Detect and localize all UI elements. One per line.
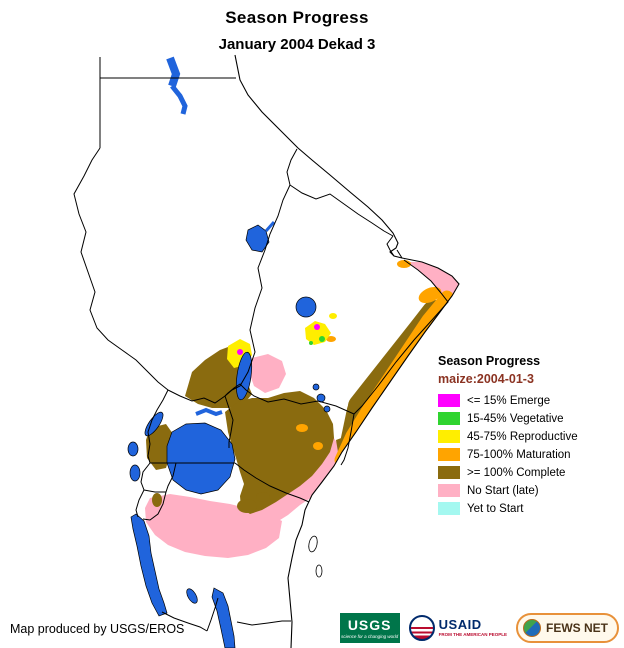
legend-item-label: 15-45% Vegetative <box>467 412 564 425</box>
border-sudan-ethiopia <box>231 184 291 391</box>
area-maturation-ethiopia <box>326 336 336 342</box>
lake-tanganyika <box>130 513 168 617</box>
rift-lake-3 <box>312 383 320 391</box>
legend-swatch-complete <box>438 466 460 479</box>
area-vegetative-ethiopia2 <box>309 341 313 345</box>
area-complete-tz1 <box>237 499 257 513</box>
legend-item-label: 75-100% Maturation <box>467 448 571 461</box>
border-rwanda-tanzania <box>165 462 177 493</box>
legend: Season Progress maize:2004-01-3 <= 15% E… <box>438 354 620 520</box>
area-reproductive-ethiopia2 <box>329 313 337 319</box>
lake-rukwa <box>186 588 198 604</box>
usgs-logo-text: USGS <box>347 616 392 633</box>
usgs-tagline: science for a changing world <box>341 633 399 639</box>
area-vegetative-ethiopia1 <box>319 336 325 342</box>
islands <box>308 535 323 578</box>
legend-item-label: 45-75% Reproductive <box>467 430 578 443</box>
area-complete-west-lake <box>146 424 173 470</box>
lake-malawi <box>211 587 236 648</box>
legend-title: Season Progress <box>438 354 541 368</box>
legend-item: No Start (late) <box>438 484 620 497</box>
usaid-seal-icon <box>408 615 435 641</box>
area-emerge-ethiopia <box>314 324 320 330</box>
border-djibouti-somalia <box>396 249 403 259</box>
area-complete-central-kenya <box>225 391 334 514</box>
legend-item: <= 15% Emerge <box>438 394 620 407</box>
area-complete-burundi <box>152 493 162 507</box>
globe-icon <box>523 619 541 637</box>
usaid-tagline: FROM THE AMERICAN PEOPLE <box>438 631 507 637</box>
border-kenya-ethiopia <box>224 383 355 415</box>
legend-item: >= 100% Complete <box>438 466 620 479</box>
border-sudan-eritrea <box>286 148 298 186</box>
border-eritrea-ethiopia <box>289 184 394 237</box>
island-pemba <box>308 535 318 553</box>
lake-kivu <box>129 464 141 482</box>
border-tanzania-mozambique <box>236 620 291 626</box>
border-ethiopia-somalia <box>353 259 449 415</box>
river-nile-upper <box>166 56 181 88</box>
border-uganda-drc <box>147 389 169 464</box>
legend-item: 75-100% Maturation <box>438 448 620 461</box>
map-credit: Map produced by USGS/EROS <box>10 622 185 636</box>
usaid-logo-text: USAID <box>438 617 482 633</box>
border-rwanda-burundi <box>143 489 166 493</box>
legend-item: 45-75% Reproductive <box>438 430 620 443</box>
legend-item-label: >= 100% Complete <box>467 466 566 479</box>
legend-swatch-nostart <box>438 484 460 497</box>
legend-item-label: Yet to Start <box>467 502 524 515</box>
border-kenya-somalia <box>340 413 355 466</box>
area-maturation-somali-coast <box>334 290 454 467</box>
area-nostart-sw-ethiopia <box>249 354 286 393</box>
legend-swatch-yettostart <box>438 502 460 515</box>
page-title: Season Progress <box>225 8 369 27</box>
river-nile-lower <box>170 84 188 115</box>
area-maturation-horn <box>418 286 442 304</box>
legend-swatch-reproductive <box>438 430 460 443</box>
lake-kyoga <box>195 407 223 417</box>
border-sudan-west <box>73 147 169 391</box>
lake-turkana <box>235 351 253 401</box>
usgs-logo: USGS science for a changing world <box>339 613 400 643</box>
lake-albert <box>144 411 164 437</box>
legend-item: Yet to Start <box>438 502 620 515</box>
river-blue-nile <box>264 221 276 232</box>
border-tanzania-zambia <box>161 611 208 632</box>
logo-row: USGS science for a changing world USAID … <box>339 613 619 643</box>
island-zanzibar <box>315 564 323 578</box>
legend-swatch-emerge <box>438 394 460 407</box>
borders-layer <box>73 57 449 632</box>
border-uganda-kenya <box>224 395 234 448</box>
fewsnet-logo-text: FEWS NET <box>546 621 608 635</box>
coastline <box>234 54 460 648</box>
area-emerge-sudan-border <box>237 349 243 355</box>
legend-swatch-maturation <box>438 448 460 461</box>
legend-item-label: <= 15% Emerge <box>467 394 551 407</box>
season-progress-layer <box>145 260 459 558</box>
legend-item: 15-45% Vegetative <box>438 412 620 425</box>
border-djibouti <box>386 235 395 257</box>
area-complete-tz2 <box>256 492 270 502</box>
rift-lake-2 <box>323 405 331 413</box>
legend-subtitle: maize:2004-01-3 <box>438 372 534 386</box>
border-burundi-tanzania <box>142 491 167 521</box>
lake-edward <box>127 441 139 457</box>
border-kenya-tanzania <box>234 462 310 503</box>
sea <box>235 55 624 648</box>
page-subtitle: January 2004 Dekad 3 <box>218 36 376 53</box>
area-maturation-kenya2 <box>313 442 323 450</box>
fewsnet-logo: FEWS NET <box>516 613 619 643</box>
area-maturation-kenya1 <box>296 424 308 432</box>
legend-item-label: No Start (late) <box>467 484 539 497</box>
usaid-logo: USAID FROM THE AMERICAN PEOPLE <box>408 615 507 641</box>
border-tanzania-malawi <box>206 597 219 632</box>
lakes-layer <box>127 56 331 648</box>
lake-tana <box>295 296 317 318</box>
lake-victoria <box>166 422 236 495</box>
legend-swatch-vegetative <box>438 412 460 425</box>
